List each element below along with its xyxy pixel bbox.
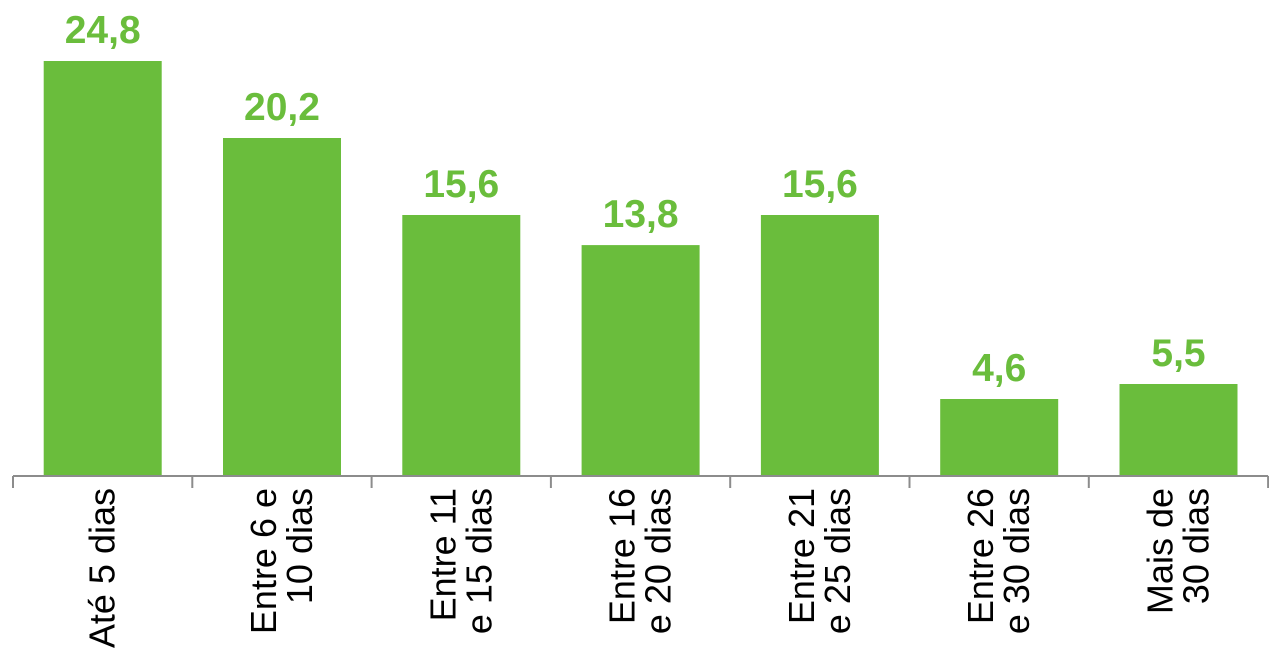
bar-value-label: 5,5 [1151, 332, 1205, 375]
category-label: Até 5 dias [82, 488, 123, 648]
bar-2 [223, 138, 341, 476]
bar-value-label: 13,8 [603, 193, 679, 236]
bar-value-label: 20,2 [244, 86, 320, 129]
bar-5 [760, 215, 879, 476]
bar-value-label: 15,6 [423, 163, 499, 206]
category-label: Entre 26e 30 dias [960, 488, 1037, 634]
category-label: Entre 21e 25 dias [781, 488, 858, 634]
bar-4 [581, 245, 700, 476]
bars-group [43, 61, 1238, 476]
value-labels-group: 24,8 20,2 15,6 13,8 15,6 4,6 5,5 [65, 9, 1206, 390]
bar-value-label: 4,6 [972, 347, 1026, 390]
x-axis [12, 475, 1269, 488]
bar-3 [402, 215, 521, 476]
category-label: Entre 11e 15 dias [422, 488, 499, 634]
bar-value-label: 24,8 [65, 9, 141, 52]
category-label: Entre 16e 20 dias [602, 488, 679, 634]
category-labels-group: Até 5 dias Entre 6 e10 dias Entre 11e 15 d… [82, 488, 1217, 648]
category-label: Entre 6 e10 dias [243, 488, 320, 634]
category-label: Mais de30 dias [1140, 488, 1217, 614]
bar-7 [1119, 384, 1238, 476]
bar-value-label: 15,6 [782, 163, 858, 206]
bar-1 [43, 61, 162, 476]
bar-6 [940, 399, 1059, 476]
